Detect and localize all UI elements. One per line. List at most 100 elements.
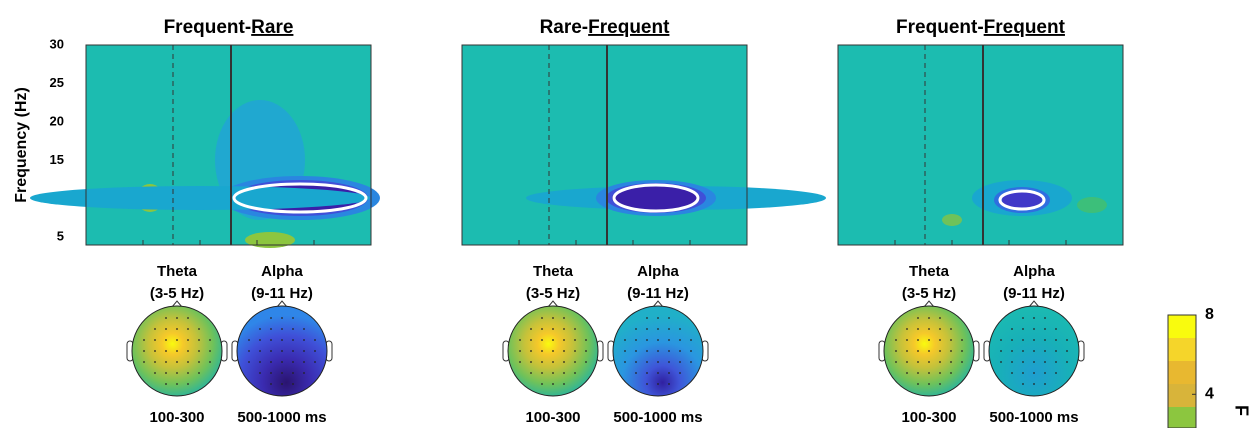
- electrode: [143, 339, 145, 341]
- colorbar-segment: [1168, 361, 1196, 384]
- electrode: [259, 339, 261, 341]
- electrode: [961, 350, 963, 352]
- panel-title: Frequent-Rare: [164, 17, 294, 38]
- electrode: [939, 328, 941, 330]
- electrode: [1011, 339, 1013, 341]
- electrode: [906, 328, 908, 330]
- title-part-underlined: Frequent: [588, 17, 670, 38]
- colorbar-frame: [1167, 314, 1197, 428]
- electrode: [657, 317, 659, 319]
- plot-background: [838, 45, 1123, 245]
- electrode: [657, 339, 659, 341]
- title-part-underlined: Rare: [251, 17, 293, 38]
- electrode: [563, 361, 565, 363]
- electrode: [657, 350, 659, 352]
- electrode: [939, 339, 941, 341]
- band-range: (9-11 Hz): [627, 285, 689, 302]
- electrode: [1055, 361, 1057, 363]
- electrode: [209, 350, 211, 352]
- blob: [30, 186, 370, 210]
- electrode: [624, 361, 626, 363]
- electrode: [541, 339, 543, 341]
- electrode: [198, 372, 200, 374]
- electrode: [895, 339, 897, 341]
- band-label: Alpha: [637, 263, 679, 280]
- electrode: [635, 328, 637, 330]
- electrode: [1011, 361, 1013, 363]
- electrode: [1044, 328, 1046, 330]
- electrode: [679, 361, 681, 363]
- plot-background: [462, 45, 747, 245]
- electrode: [563, 372, 565, 374]
- electrode: [530, 328, 532, 330]
- electrode: [530, 361, 532, 363]
- electrode: [314, 361, 316, 363]
- electrode: [541, 383, 543, 385]
- electrode: [646, 372, 648, 374]
- electrode: [928, 383, 930, 385]
- electrode: [303, 361, 305, 363]
- band-label: Alpha: [1013, 263, 1055, 280]
- electrode: [198, 361, 200, 363]
- electrode: [668, 317, 670, 319]
- electrode: [624, 339, 626, 341]
- electrode: [1011, 350, 1013, 352]
- time-window: 500-1000 ms: [237, 409, 326, 426]
- electrode: [1055, 339, 1057, 341]
- electrode: [950, 328, 952, 330]
- electrode: [668, 383, 670, 385]
- time-window: 500-1000 ms: [989, 409, 1078, 426]
- plot-frame: [461, 44, 748, 246]
- electrode: [917, 372, 919, 374]
- electrode: [917, 383, 919, 385]
- electrode: [917, 339, 919, 341]
- electrode: [154, 372, 156, 374]
- electrode: [668, 372, 670, 374]
- electrode: [530, 350, 532, 352]
- electrode: [928, 328, 930, 330]
- electrode: [552, 328, 554, 330]
- electrode: [292, 361, 294, 363]
- electrode: [541, 317, 543, 319]
- colorbar-segment: [1168, 407, 1196, 428]
- electrode: [187, 372, 189, 374]
- electrode: [198, 328, 200, 330]
- electrode: [176, 328, 178, 330]
- electrode: [679, 339, 681, 341]
- electrode: [541, 372, 543, 374]
- band-range: (9-11 Hz): [251, 285, 313, 302]
- electrode: [574, 350, 576, 352]
- electrode: [198, 350, 200, 352]
- electrode: [541, 350, 543, 352]
- electrode: [1033, 383, 1035, 385]
- electrode: [281, 372, 283, 374]
- electrode: [292, 317, 294, 319]
- time-window: 100-300: [149, 409, 204, 426]
- electrode: [154, 339, 156, 341]
- electrode: [1033, 350, 1035, 352]
- electrode: [657, 361, 659, 363]
- time-window: 100-300: [901, 409, 956, 426]
- electrode: [187, 328, 189, 330]
- electrode: [165, 317, 167, 319]
- electrode: [1022, 350, 1024, 352]
- electrode: [143, 350, 145, 352]
- electrode: [165, 372, 167, 374]
- electrode: [552, 339, 554, 341]
- electrode: [143, 361, 145, 363]
- electrode: [1022, 339, 1024, 341]
- y-tick-label: 15: [50, 152, 64, 167]
- electrode: [281, 383, 283, 385]
- electrode: [176, 350, 178, 352]
- electrode: [917, 361, 919, 363]
- colorbar-tick-label: 8: [1205, 306, 1214, 323]
- electrode: [270, 350, 272, 352]
- blob: [612, 185, 700, 211]
- electrode: [646, 317, 648, 319]
- electrode: [939, 350, 941, 352]
- electrode: [187, 383, 189, 385]
- electrode: [1055, 350, 1057, 352]
- electrode: [259, 350, 261, 352]
- electrode: [563, 383, 565, 385]
